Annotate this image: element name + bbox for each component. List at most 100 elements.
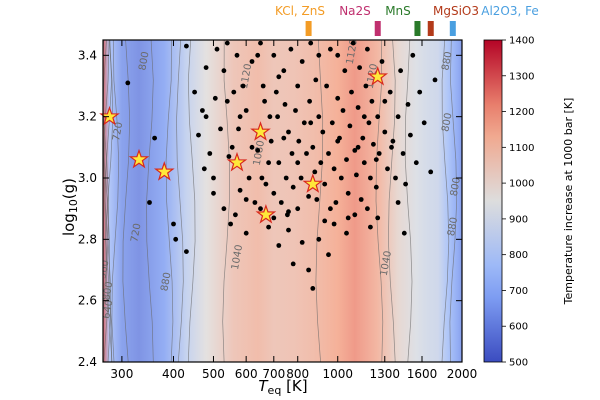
- data-point: [171, 221, 176, 227]
- contour-label: 800: [449, 176, 463, 197]
- data-point: [249, 144, 255, 150]
- data-point: [333, 200, 339, 205]
- data-point: [125, 80, 131, 86]
- data-point: [350, 40, 356, 46]
- data-point: [358, 197, 364, 202]
- contour-line: [103, 40, 111, 362]
- data-point: [368, 224, 373, 230]
- colorbar-tick-label: 1200: [509, 107, 534, 118]
- data-point: [355, 105, 361, 110]
- data-point: [390, 138, 396, 144]
- data-point: [373, 184, 379, 190]
- data-point: [211, 190, 216, 196]
- data-point: [147, 200, 152, 205]
- contour-line: [146, 40, 154, 362]
- data-point: [281, 68, 287, 74]
- data-point: [318, 160, 324, 166]
- data-point: [275, 114, 280, 120]
- condensate-marker: [305, 21, 312, 36]
- contour-labels: 1120112011201080800720720880104010408808…: [101, 40, 463, 320]
- data-point: [385, 166, 390, 172]
- data-point: [243, 108, 249, 113]
- colorbar-tick-label: 800: [509, 250, 528, 261]
- data-point: [310, 286, 316, 291]
- data-point: [421, 120, 427, 126]
- data-point: [400, 151, 406, 156]
- x-axis-ticks: 300 400 500 600 700 800 1000 1300 1600 2000: [110, 40, 477, 381]
- data-point: [276, 74, 282, 80]
- data-point: [316, 236, 322, 242]
- data-point: [288, 46, 294, 52]
- contour-line: [165, 40, 174, 362]
- data-point: [382, 98, 388, 104]
- data-point: [271, 215, 277, 221]
- data-point: [234, 52, 240, 58]
- condensate-marker: [427, 21, 434, 36]
- data-point: [379, 59, 385, 64]
- data-point: [428, 169, 434, 175]
- condensate-marker: [374, 21, 381, 36]
- data-point: [310, 144, 316, 150]
- data-point: [290, 261, 296, 267]
- data-point: [347, 123, 353, 129]
- condensate-label: KCl, ZnS: [275, 4, 325, 18]
- data-point: [299, 59, 305, 64]
- data-point: [314, 197, 320, 202]
- data-point: [373, 157, 379, 163]
- data-point: [410, 52, 416, 58]
- data-point: [344, 230, 349, 236]
- contour-label: 880: [446, 216, 460, 237]
- data-point: [361, 114, 367, 120]
- data-point: [320, 129, 326, 135]
- data-point: [403, 181, 408, 187]
- contour-line: [441, 40, 450, 362]
- data-point: [398, 68, 403, 74]
- y-tick-label: 3.2: [78, 110, 97, 124]
- data-point: [278, 200, 284, 205]
- colorbar: 500 600 700 800 900 1000 1100 1200 1300 1400 Temp…: [483, 36, 575, 369]
- data-point: [382, 129, 388, 135]
- data-point: [361, 160, 367, 166]
- data-point: [340, 108, 346, 113]
- x-tick-label: 2000: [447, 367, 478, 381]
- data-point: [338, 175, 344, 181]
- data-point: [326, 252, 331, 258]
- data-point: [408, 132, 413, 138]
- colorbar-tick-label: 600: [509, 322, 528, 333]
- data-point: [371, 141, 376, 147]
- colorbar-ticks: 500 600 700 800 900 1000 1100 1200 1300 1400: [502, 36, 534, 369]
- data-point: [376, 151, 382, 156]
- data-point: [286, 227, 291, 233]
- colorbar-tick-label: 1000: [509, 179, 534, 190]
- data-point: [352, 148, 358, 153]
- contour-line: [187, 40, 196, 362]
- data-point: [395, 200, 401, 205]
- condensate-legend: KCl, ZnS Na2S MnS MgSiO3 Al2O3, Fe: [275, 4, 539, 36]
- x-tick-label: 1600: [407, 367, 438, 381]
- data-point: [218, 126, 223, 132]
- data-point: [273, 89, 279, 95]
- contour-label: 720: [129, 222, 143, 243]
- data-point: [276, 160, 282, 166]
- colorbar-title: Temperature increase at 1000 bar [K]: [562, 98, 575, 306]
- data-point: [365, 46, 370, 52]
- contour-label: 1080: [252, 140, 267, 167]
- data-point: [322, 218, 328, 224]
- data-point: [306, 267, 311, 273]
- data-point: [276, 243, 282, 248]
- data-point: [293, 108, 298, 113]
- data-point: [246, 175, 252, 181]
- colorbar-tick-label: 1400: [509, 36, 534, 47]
- data-point: [335, 138, 341, 144]
- data-point: [255, 52, 261, 58]
- data-point: [413, 160, 419, 166]
- colorbar-tick-label: 900: [509, 214, 528, 225]
- data-point: [331, 166, 337, 172]
- data-point: [224, 40, 230, 46]
- contour-label: 640: [101, 299, 115, 320]
- contour-label: 880: [440, 51, 454, 72]
- data-point: [307, 98, 312, 104]
- contour-line: [176, 40, 184, 362]
- data-point: [324, 83, 329, 89]
- condensate-label: MnS: [385, 4, 411, 18]
